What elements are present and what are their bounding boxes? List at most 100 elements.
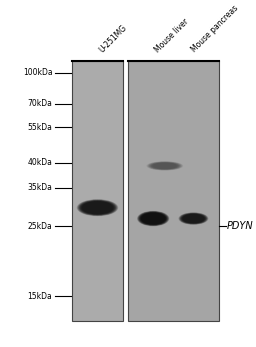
Ellipse shape <box>78 200 117 216</box>
Ellipse shape <box>154 163 176 169</box>
Ellipse shape <box>145 214 162 222</box>
Ellipse shape <box>80 200 115 215</box>
Ellipse shape <box>187 216 200 221</box>
Ellipse shape <box>77 199 118 216</box>
Ellipse shape <box>186 215 201 222</box>
Ellipse shape <box>79 200 116 215</box>
Ellipse shape <box>138 211 169 226</box>
Ellipse shape <box>144 214 163 223</box>
Text: 100kDa: 100kDa <box>23 68 52 77</box>
Ellipse shape <box>83 202 112 213</box>
Ellipse shape <box>77 200 118 216</box>
Ellipse shape <box>149 162 180 170</box>
Ellipse shape <box>89 204 106 211</box>
Ellipse shape <box>156 164 174 168</box>
Ellipse shape <box>189 217 198 221</box>
Ellipse shape <box>147 161 183 170</box>
Ellipse shape <box>139 212 167 226</box>
Ellipse shape <box>84 202 111 213</box>
Ellipse shape <box>147 216 159 221</box>
Ellipse shape <box>147 161 183 170</box>
Ellipse shape <box>81 201 113 214</box>
Text: 35kDa: 35kDa <box>27 183 52 192</box>
Ellipse shape <box>157 164 173 168</box>
Ellipse shape <box>150 162 180 170</box>
Ellipse shape <box>142 213 165 224</box>
Ellipse shape <box>183 214 204 223</box>
Ellipse shape <box>143 213 164 223</box>
Ellipse shape <box>142 213 165 224</box>
Text: 70kDa: 70kDa <box>27 99 52 108</box>
Ellipse shape <box>142 213 164 224</box>
Ellipse shape <box>151 162 178 169</box>
Ellipse shape <box>156 164 173 168</box>
Ellipse shape <box>146 215 161 222</box>
Ellipse shape <box>86 203 110 213</box>
Ellipse shape <box>180 213 207 224</box>
Ellipse shape <box>87 203 108 212</box>
Ellipse shape <box>90 205 105 211</box>
Ellipse shape <box>184 215 202 222</box>
Ellipse shape <box>82 202 112 214</box>
Ellipse shape <box>154 163 175 169</box>
Ellipse shape <box>179 212 208 225</box>
Ellipse shape <box>85 203 110 213</box>
Ellipse shape <box>148 162 182 170</box>
Ellipse shape <box>180 213 206 224</box>
Ellipse shape <box>137 211 169 226</box>
Ellipse shape <box>151 162 179 169</box>
Ellipse shape <box>140 212 167 225</box>
Ellipse shape <box>182 214 205 223</box>
Ellipse shape <box>180 213 207 224</box>
Ellipse shape <box>153 163 177 169</box>
Ellipse shape <box>88 204 107 212</box>
Ellipse shape <box>153 163 176 169</box>
Ellipse shape <box>145 214 162 223</box>
Text: Mouse liver: Mouse liver <box>153 17 191 54</box>
Ellipse shape <box>150 162 179 170</box>
Ellipse shape <box>137 211 169 226</box>
Ellipse shape <box>149 162 181 170</box>
Ellipse shape <box>181 213 206 224</box>
Ellipse shape <box>183 214 204 223</box>
Ellipse shape <box>86 203 109 212</box>
Ellipse shape <box>141 213 165 224</box>
Ellipse shape <box>83 202 112 214</box>
Ellipse shape <box>91 205 104 211</box>
Ellipse shape <box>185 215 201 222</box>
Ellipse shape <box>181 213 206 223</box>
Ellipse shape <box>144 214 162 223</box>
Ellipse shape <box>178 212 208 225</box>
Ellipse shape <box>147 215 159 222</box>
FancyBboxPatch shape <box>127 60 219 321</box>
Ellipse shape <box>184 215 203 222</box>
Ellipse shape <box>188 217 199 221</box>
Ellipse shape <box>152 162 178 169</box>
Ellipse shape <box>86 203 109 212</box>
Ellipse shape <box>143 214 163 223</box>
Ellipse shape <box>140 212 166 225</box>
Ellipse shape <box>147 216 159 221</box>
Text: 55kDa: 55kDa <box>27 122 52 132</box>
Ellipse shape <box>146 215 160 222</box>
Ellipse shape <box>140 212 166 225</box>
Text: U-251MG: U-251MG <box>98 23 129 54</box>
Ellipse shape <box>146 215 160 222</box>
Ellipse shape <box>154 163 176 169</box>
Ellipse shape <box>152 163 178 169</box>
Ellipse shape <box>186 215 201 222</box>
Ellipse shape <box>152 163 177 169</box>
Ellipse shape <box>87 204 108 212</box>
Ellipse shape <box>79 200 116 215</box>
Ellipse shape <box>188 216 199 221</box>
Ellipse shape <box>157 164 172 168</box>
Text: 40kDa: 40kDa <box>27 158 52 167</box>
Ellipse shape <box>183 214 204 223</box>
Ellipse shape <box>158 164 171 168</box>
Ellipse shape <box>80 201 115 215</box>
Ellipse shape <box>146 161 183 170</box>
Ellipse shape <box>158 164 172 168</box>
Ellipse shape <box>182 214 205 223</box>
Ellipse shape <box>179 213 207 224</box>
Ellipse shape <box>78 200 117 215</box>
